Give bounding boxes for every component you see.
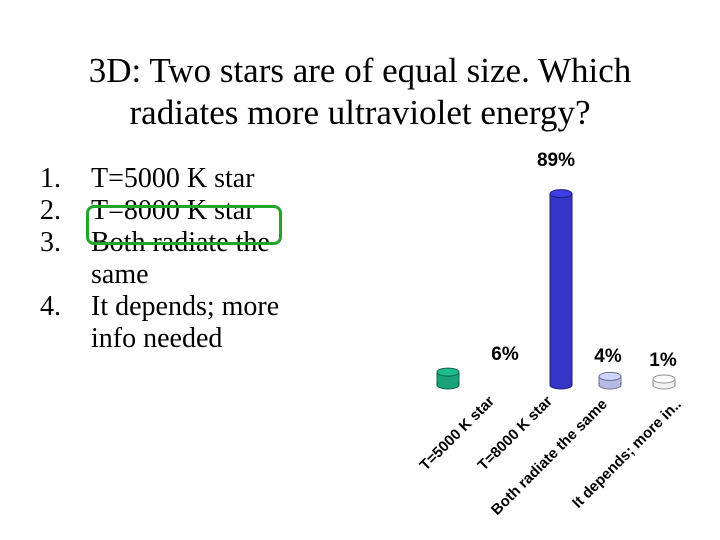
bar-value-label-3: 4% (594, 346, 622, 367)
option-number: 1. (40, 163, 61, 194)
answer-option-2: 2. T=8000 K star (40, 195, 340, 227)
bar-3-top (598, 371, 622, 381)
bar-2-body (551, 193, 571, 385)
option-text: It depends; more (91, 291, 280, 322)
bar-1-top (436, 367, 460, 377)
title-line-2: radiates more ultraviolet energy? (129, 93, 591, 132)
answer-option-4: 4. It depends; more info needed (40, 291, 340, 355)
answer-option-1: 1. T=5000 K star (40, 163, 340, 195)
option-text-continued: same (91, 259, 149, 290)
option-number: 4. (40, 291, 61, 322)
option-text: T=5000 K star (91, 163, 255, 194)
option-text: T=8000 K star (91, 195, 255, 226)
slide-title: 3D: Two stars are of equal size. Which r… (0, 50, 720, 134)
option-text-continued: info needed (91, 323, 223, 354)
bar-value-label-4: 1% (649, 350, 677, 371)
option-number: 3. (40, 227, 61, 258)
bar-4-top (652, 374, 676, 384)
bar-value-label-1: 6% (491, 344, 519, 365)
title-line-1: 3D: Two stars are of equal size. Which (88, 51, 632, 90)
bar-2-top (549, 189, 573, 199)
option-number: 2. (40, 195, 61, 226)
bar-value-label-2: 89% (537, 150, 575, 171)
